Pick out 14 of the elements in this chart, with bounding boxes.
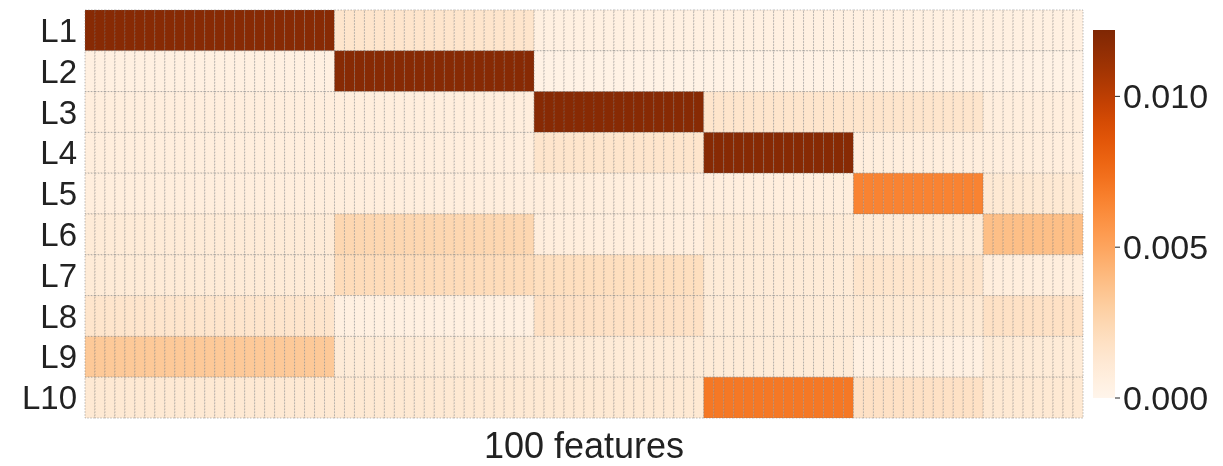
y-tick-label: L9 [40,338,77,376]
y-tick-label: L7 [40,256,77,294]
color-bar-label: 0.005 [1123,228,1209,267]
y-tick-label: L3 [40,93,77,131]
y-tick-label: L10 [21,379,77,417]
color-bar-label: 0.010 [1123,77,1209,116]
y-tick-label: L1 [40,11,77,49]
y-tick-label: L2 [40,52,77,90]
y-tick-label: L8 [40,297,77,335]
y-tick-label: L4 [40,134,77,172]
color-bar-label: 0.000 [1123,378,1209,417]
y-tick-label: L6 [40,215,77,253]
x-axis-title: 100 features [483,425,685,466]
y-tick-label: L5 [40,175,77,213]
